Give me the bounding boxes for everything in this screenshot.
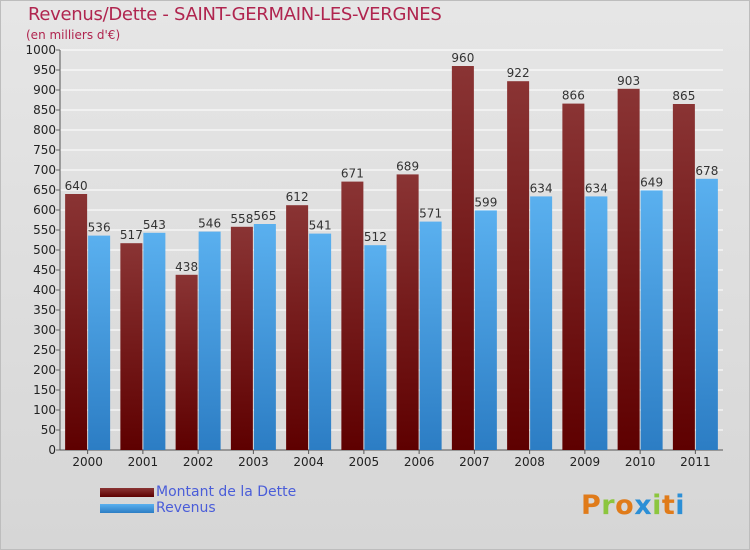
logo-letter: i (652, 490, 662, 521)
x-tick-label: 2000 (72, 455, 103, 469)
bar-debt (230, 226, 253, 450)
x-tick-label: 2003 (238, 455, 269, 469)
x-tick-label: 2007 (459, 455, 490, 469)
y-tick-label: 350 (33, 303, 56, 317)
legend-swatch-debt (100, 487, 154, 497)
x-tick-label: 2008 (514, 455, 545, 469)
x-tick-label: 2002 (183, 455, 214, 469)
bar-revenue (143, 232, 166, 450)
data-label-debt: 640 (65, 179, 88, 193)
bar-revenue (695, 178, 718, 451)
logo-letter: t (661, 490, 676, 521)
data-label-revenue: 634 (585, 181, 608, 195)
legend-item-revenue: Revenus (100, 500, 296, 516)
data-label-debt: 866 (562, 89, 585, 103)
data-label-revenue: 536 (88, 221, 111, 235)
logo-letter: i (675, 490, 686, 521)
bar-revenue (640, 190, 663, 450)
x-tick-label: 2005 (349, 455, 380, 469)
y-tick-label: 450 (33, 263, 56, 277)
data-label-revenue: 546 (198, 217, 221, 231)
legend-label-debt: Montant de la Dette (156, 484, 297, 500)
bar-debt (120, 243, 143, 450)
bar-debt (451, 66, 474, 450)
x-tick-label: 2006 (404, 455, 435, 469)
bar-debt (507, 81, 530, 450)
data-label-revenue: 649 (640, 175, 663, 189)
y-tick-label: 750 (33, 143, 56, 157)
y-tick-label: 250 (33, 343, 56, 357)
data-label-debt: 438 (175, 260, 198, 274)
data-label-revenue: 571 (419, 207, 442, 221)
proxiti-logo: Proxiti (581, 490, 685, 521)
y-tick-label: 0 (48, 443, 56, 457)
bar-debt (286, 205, 309, 450)
y-tick-label: 50 (41, 423, 56, 437)
data-label-debt: 922 (507, 66, 530, 80)
data-label-debt: 558 (230, 212, 253, 226)
data-label-debt: 865 (672, 89, 695, 103)
logo-letter: o (615, 490, 635, 521)
bar-revenue (364, 245, 387, 450)
y-tick-label: 150 (33, 383, 56, 397)
bar-revenue (309, 233, 332, 450)
legend-item-debt: Montant de la Dette (100, 484, 296, 500)
bar-revenue (253, 224, 276, 450)
y-tick-label: 950 (33, 63, 56, 77)
bar-revenue (530, 196, 553, 450)
y-tick-label: 100 (33, 403, 56, 417)
logo-letter: P (581, 490, 602, 521)
y-tick-label: 550 (33, 223, 56, 237)
x-tick-label: 2001 (128, 455, 159, 469)
legend-swatch-revenue (100, 503, 154, 513)
y-tick-label: 700 (33, 163, 56, 177)
x-tick-label: 2011 (680, 455, 711, 469)
data-label-revenue: 512 (364, 230, 387, 244)
data-label-debt: 517 (120, 228, 143, 242)
bar-revenue (419, 221, 442, 450)
data-label-revenue: 565 (253, 209, 276, 223)
y-tick-label: 1000 (25, 43, 56, 57)
logo-letter: r (601, 490, 616, 521)
bar-debt (65, 194, 88, 450)
y-tick-label: 850 (33, 103, 56, 117)
y-tick-label: 800 (33, 123, 56, 137)
data-label-revenue: 541 (309, 219, 332, 233)
chart-subtitle: (en milliers d'€) (26, 28, 121, 42)
data-label-revenue: 678 (695, 164, 718, 178)
bar-debt (672, 104, 695, 450)
data-label-debt: 612 (286, 190, 309, 204)
bar-debt (175, 274, 198, 450)
data-label-debt: 671 (341, 167, 364, 181)
y-tick-label: 650 (33, 183, 56, 197)
data-label-revenue: 634 (530, 181, 553, 195)
bar-debt (617, 88, 640, 451)
data-label-debt: 903 (617, 74, 640, 88)
y-tick-label: 500 (33, 243, 56, 257)
data-label-debt: 960 (451, 51, 474, 65)
logo-letter: x (634, 490, 653, 521)
bar-revenue (198, 231, 221, 450)
data-label-revenue: 599 (474, 195, 497, 209)
legend-label-revenue: Revenus (156, 500, 216, 516)
x-tick-label: 2009 (570, 455, 601, 469)
chart-title: Revenus/Dette - SAINT-GERMAIN-LES-VERGNE… (28, 4, 442, 25)
bar-debt (562, 103, 585, 450)
y-tick-label: 900 (33, 83, 56, 97)
bar-revenue (585, 196, 608, 450)
y-tick-label: 600 (33, 203, 56, 217)
x-tick-label: 2004 (293, 455, 324, 469)
y-tick-label: 400 (33, 283, 56, 297)
legend: Montant de la Dette Revenus (100, 484, 296, 516)
bar-revenue (474, 210, 497, 450)
y-tick-label: 200 (33, 363, 56, 377)
data-label-debt: 689 (396, 159, 419, 173)
bar-debt (341, 181, 364, 450)
data-label-revenue: 543 (143, 218, 166, 232)
bar-debt (396, 174, 419, 450)
x-tick-label: 2010 (625, 455, 656, 469)
y-tick-label: 300 (33, 323, 56, 337)
bar-revenue (88, 235, 111, 450)
